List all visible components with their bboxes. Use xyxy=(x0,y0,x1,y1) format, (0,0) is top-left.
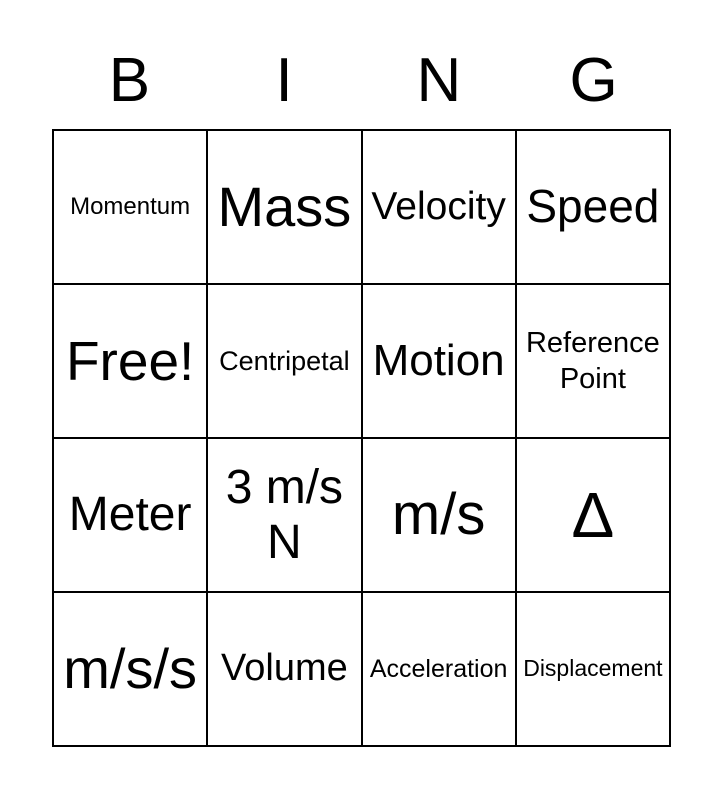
bingo-letter-n: N xyxy=(416,46,462,115)
bingo-cell-free[interactable]: Free! xyxy=(54,285,207,437)
bingo-cell-speed[interactable]: Speed xyxy=(516,131,669,283)
bingo-cell-momentum[interactable]: Momentum xyxy=(54,131,207,283)
bingo-cell-reference-point[interactable]: Reference Point xyxy=(516,285,669,437)
bingo-cell-msls[interactable]: m/s/s xyxy=(54,593,207,745)
bingo-cell-delta[interactable]: Δ xyxy=(516,439,669,591)
bingo-cell-3-ms-n[interactable]: 3 m/s N xyxy=(208,439,361,591)
bingo-letter-b: B xyxy=(108,46,151,115)
bingo-cell-displacement[interactable]: Displacement xyxy=(516,593,669,745)
bingo-letter-i: I xyxy=(275,46,293,115)
bingo-cell-volume[interactable]: Volume xyxy=(208,593,361,745)
bingo-header: B I N G xyxy=(52,48,671,114)
bingo-cell-acceleration[interactable]: Acceleration xyxy=(362,593,515,745)
bingo-cell-meter[interactable]: Meter xyxy=(54,439,207,591)
bingo-cell-velocity[interactable]: Velocity xyxy=(362,131,515,283)
bingo-cell-mass[interactable]: Mass xyxy=(208,131,361,283)
bingo-grid: Momentum Mass Velocity Speed Free! Centr… xyxy=(52,129,671,747)
bingo-letter-g: G xyxy=(569,46,618,115)
bingo-cell-ms[interactable]: m/s xyxy=(362,439,515,591)
bingo-cell-motion[interactable]: Motion xyxy=(362,285,515,437)
bingo-cell-centripetal[interactable]: Centripetal xyxy=(208,285,361,437)
